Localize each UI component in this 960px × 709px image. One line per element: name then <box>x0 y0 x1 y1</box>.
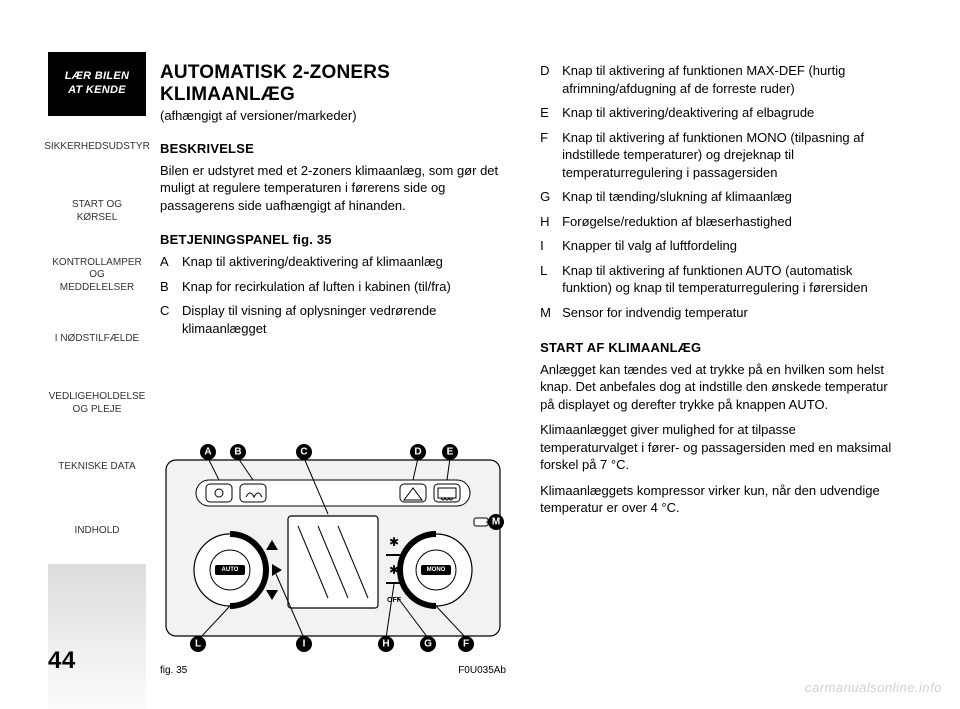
paragraph: Klimaanlæggets kompressor virker kun, nå… <box>540 482 894 517</box>
svg-text:D: D <box>414 447 421 458</box>
list-item: C Display til visning af oplysninger ved… <box>160 302 504 337</box>
sidebar-item-label: AT KENDE <box>65 84 129 98</box>
right-dial: MONO <box>400 534 472 606</box>
sidebar-item-label: TEKNISKE DATA <box>58 461 135 474</box>
title-line: AUTOMATISK 2-ZONERS <box>160 62 390 83</box>
item-text: Knap til aktivering af funktionen MONO (… <box>562 129 894 182</box>
list-item: E Knap til aktivering/deaktivering af el… <box>540 104 894 122</box>
item-label: G <box>540 188 562 206</box>
left-dial: AUTO <box>194 534 266 606</box>
sidebar-item-label: KONTROLLAMPER <box>52 257 141 270</box>
item-label: A <box>160 253 182 271</box>
watermark: carmanualsonline.info <box>805 680 942 695</box>
sidebar-item-laer-bilen[interactable]: LÆR BILEN AT KENDE <box>48 52 146 116</box>
sidebar-item-nodstilfaelde[interactable]: I NØDSTILFÆLDE <box>48 308 146 372</box>
list-item: A Knap til aktivering/deaktivering af kl… <box>160 253 504 271</box>
svg-text:B: B <box>234 447 241 458</box>
list-item: I Knapper til valg af luftfordeling <box>540 237 894 255</box>
svg-text:E: E <box>447 447 454 458</box>
item-label: D <box>540 62 562 80</box>
title-subline: (afhængigt af versioner/markeder) <box>160 108 504 123</box>
svg-text:F: F <box>463 639 469 650</box>
item-text: Sensor for indvendig temperatur <box>562 304 894 322</box>
sidebar-gradient <box>48 564 146 709</box>
figure-35: AUTO MONO ✱ ✱ OFF A B C D E M L I H <box>160 434 506 676</box>
svg-text:L: L <box>195 639 201 650</box>
heading-start: START AF KLIMAANLÆG <box>540 340 894 355</box>
item-text: Knap til aktivering/deaktivering af klim… <box>182 253 504 271</box>
svg-text:H: H <box>382 639 389 650</box>
sidebar-item-label: OG PLEJE <box>49 404 146 417</box>
page-title: AUTOMATISK 2-ZONERS KLIMAANLÆG <box>160 62 504 106</box>
sidebar-item-kontrollamper[interactable]: KONTROLLAMPER OG MEDDELELSER <box>48 244 146 308</box>
page-number: 44 <box>48 647 76 675</box>
list-item: L Knap til aktivering af funktionen AUTO… <box>540 262 894 297</box>
figure-caption-right: F0U035Ab <box>458 665 506 676</box>
list-item: D Knap til aktivering af funktionen MAX-… <box>540 62 894 97</box>
sidebar-item-label: START OG KØRSEL <box>54 199 140 224</box>
list-item: M Sensor for indvendig temperatur <box>540 304 894 322</box>
sidebar-item-label: INDHOLD <box>74 525 119 538</box>
list-item: G Knap til tænding/slukning af klimaanlæ… <box>540 188 894 206</box>
sidebar-item-indhold[interactable]: INDHOLD <box>48 500 146 564</box>
item-label: F <box>540 129 562 147</box>
item-text: Display til visning af oplysninger vedrø… <box>182 302 504 337</box>
item-text: Knap til tænding/slukning af klimaanlæg <box>562 188 894 206</box>
list-item: F Knap til aktivering af funktionen MONO… <box>540 129 894 182</box>
sidebar-nav: LÆR BILEN AT KENDE SIKKERHEDSUDSTYR STAR… <box>48 52 146 709</box>
list-item: H Forøgelse/reduktion af blæserhastighed <box>540 213 894 231</box>
svg-text:G: G <box>424 639 432 650</box>
item-text: Knap til aktivering af funktionen MAX-DE… <box>562 62 894 97</box>
sidebar-item-tekniske-data[interactable]: TEKNISKE DATA <box>48 436 146 500</box>
title-line: KLIMAANLÆG <box>160 84 295 105</box>
sidebar-item-label: OG MEDDELELSER <box>52 269 141 294</box>
item-text: Knap til aktivering/deaktivering af elba… <box>562 104 894 122</box>
svg-text:C: C <box>300 447 307 458</box>
top-button-strip <box>196 480 470 506</box>
svg-text:I: I <box>303 639 306 650</box>
fan-plus-icon: ✱ <box>389 535 399 549</box>
sidebar-item-label: I NØDSTILFÆLDE <box>55 333 139 346</box>
dial-auto-label: AUTO <box>222 567 239 573</box>
sidebar-item-vedligeholdelse[interactable]: VEDLIGEHOLDELSE OG PLEJE <box>48 372 146 436</box>
heading-beskrivelse: BESKRIVELSE <box>160 141 504 156</box>
fan-minus-icon: ✱ <box>389 563 399 577</box>
sidebar-item-label: SIKKERHEDSUDSTYR <box>44 141 150 154</box>
svg-text:M: M <box>492 517 500 528</box>
figure-caption-left: fig. 35 <box>160 665 187 676</box>
item-label: C <box>160 302 182 320</box>
item-text: Knap for recirkulation af luften i kabin… <box>182 278 504 296</box>
column-right: D Knap til aktivering af funktionen MAX-… <box>540 62 894 525</box>
paragraph: Anlægget kan tændes ved at trykke på en … <box>540 361 894 414</box>
item-label: L <box>540 262 562 280</box>
item-label: M <box>540 304 562 322</box>
heading-betjeningspanel: BETJENINGSPANEL fig. 35 <box>160 232 504 247</box>
list-item: B Knap for recirkulation af luften i kab… <box>160 278 504 296</box>
item-label: H <box>540 213 562 231</box>
sidebar-item-sikkerhedsudstyr[interactable]: SIKKERHEDSUDSTYR <box>48 116 146 180</box>
item-label: B <box>160 278 182 296</box>
sidebar-item-label: LÆR BILEN <box>65 70 129 84</box>
sidebar-item-start-og-korsel[interactable]: START OG KØRSEL <box>48 180 146 244</box>
sidebar-item-label: VEDLIGEHOLDELSE <box>49 391 146 404</box>
dial-mono-label: MONO <box>427 567 446 573</box>
item-text: Knapper til valg af luftfordeling <box>562 237 894 255</box>
item-label: E <box>540 104 562 122</box>
svg-text:A: A <box>204 447 211 458</box>
desc-paragraph: Bilen er udstyret med et 2-zoners klimaa… <box>160 162 504 215</box>
paragraph: Klimaanlægget giver mulighed for at tilp… <box>540 421 894 474</box>
item-text: Knap til aktivering af funktionen AUTO (… <box>562 262 894 297</box>
item-label: I <box>540 237 562 255</box>
sensor-m <box>474 518 488 526</box>
item-text: Forøgelse/reduktion af blæserhastighed <box>562 213 894 231</box>
climate-panel-diagram: AUTO MONO ✱ ✱ OFF A B C D E M L I H <box>160 434 506 656</box>
